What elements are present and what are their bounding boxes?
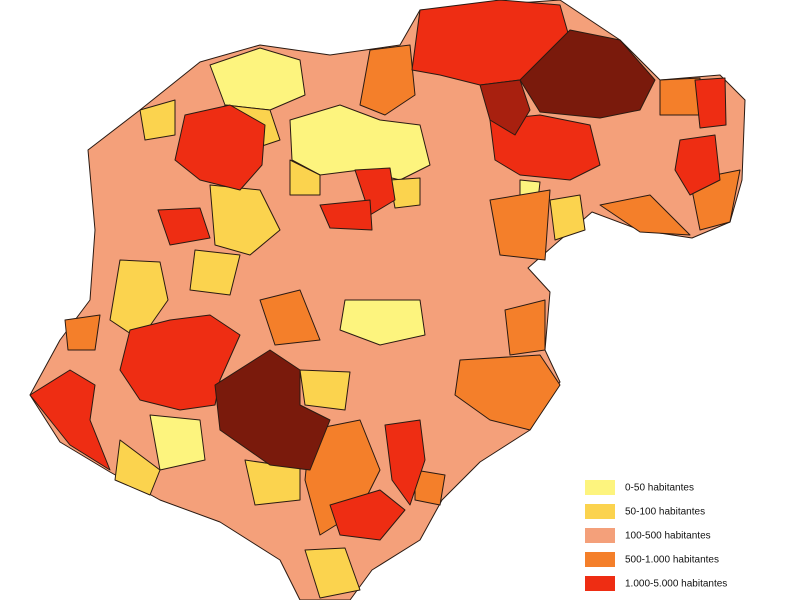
legend-swatch	[585, 480, 615, 495]
region	[504, 299, 546, 356]
region	[674, 134, 721, 196]
region	[299, 369, 351, 411]
region	[174, 104, 266, 191]
region	[109, 259, 169, 341]
region	[454, 354, 561, 431]
region	[214, 349, 331, 471]
region	[599, 194, 691, 236]
region	[489, 189, 551, 261]
legend-swatch	[585, 528, 615, 543]
legend-label: 1.000-5.000 habitantes	[625, 579, 727, 590]
region	[319, 199, 373, 231]
legend-swatch	[585, 504, 615, 519]
region	[114, 439, 161, 496]
legend: 0-50 habitantes 50-100 habitantes 100-500 …	[585, 480, 727, 591]
legend-label: 50-100 habitantes	[625, 507, 705, 518]
region	[149, 414, 206, 471]
region	[139, 99, 176, 141]
region	[339, 299, 426, 346]
legend-label: 100-500 habitantes	[625, 531, 711, 542]
region	[359, 44, 416, 116]
region	[304, 547, 361, 599]
region	[479, 79, 531, 136]
region	[329, 489, 406, 541]
region	[64, 314, 101, 351]
region	[209, 184, 281, 256]
region	[157, 207, 211, 246]
region	[189, 249, 241, 296]
region	[384, 419, 426, 506]
region	[389, 177, 421, 209]
region	[259, 289, 321, 346]
region	[29, 369, 111, 471]
region	[519, 29, 656, 119]
region	[659, 77, 701, 116]
legend-swatch	[585, 576, 615, 591]
legend-swatch	[585, 552, 615, 567]
region	[289, 159, 321, 196]
map-regions	[29, 0, 746, 600]
region	[549, 194, 586, 241]
region	[694, 77, 727, 129]
legend-label: 0-50 habitantes	[625, 483, 694, 494]
legend-label: 500-1.000 habitantes	[625, 555, 719, 566]
